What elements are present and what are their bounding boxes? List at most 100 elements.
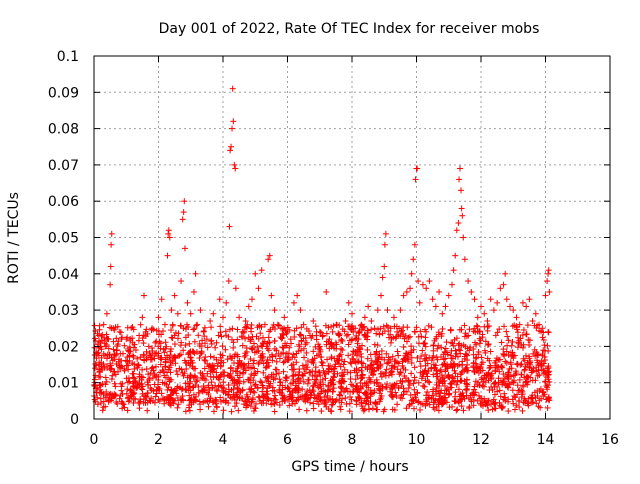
roti-point <box>149 348 156 355</box>
roti-point <box>430 352 437 359</box>
roti-point <box>355 393 362 400</box>
roti-point <box>125 379 132 386</box>
roti-point <box>260 353 267 360</box>
roti-point <box>176 352 183 359</box>
roti-point <box>154 384 161 391</box>
roti-point <box>125 398 132 405</box>
roti-peak-point <box>95 332 102 339</box>
roti-point <box>379 330 386 337</box>
roti-point <box>426 401 433 408</box>
roti-point <box>140 340 147 347</box>
roti-point <box>197 369 204 376</box>
roti-point <box>196 401 203 408</box>
roti-peak-point <box>494 299 501 306</box>
roti-point <box>333 345 340 352</box>
roti-point <box>371 389 378 396</box>
roti-point <box>528 395 535 402</box>
roti-point <box>103 378 110 385</box>
roti-point <box>415 333 422 340</box>
roti-point <box>422 377 429 384</box>
roti-point <box>291 400 298 407</box>
roti-point <box>299 371 306 378</box>
roti-point <box>310 348 317 355</box>
roti-point <box>336 378 343 385</box>
roti-point <box>392 335 399 342</box>
roti-point <box>207 353 214 360</box>
roti-point <box>126 397 133 404</box>
roti-point <box>186 397 193 404</box>
roti-point <box>433 381 440 388</box>
roti-peak-point <box>271 307 278 314</box>
roti-point <box>537 404 544 411</box>
y-tick-label: 0.08 <box>48 122 79 138</box>
roti-point <box>448 347 455 354</box>
roti-point <box>259 334 266 341</box>
roti-point <box>184 374 191 381</box>
roti-point <box>350 356 357 363</box>
roti-point <box>239 334 246 341</box>
roti-point <box>318 358 325 365</box>
roti-point <box>263 360 270 367</box>
roti-point <box>413 324 420 331</box>
roti-point <box>245 360 252 367</box>
roti-point <box>498 362 505 369</box>
roti-point <box>505 398 512 405</box>
roti-point <box>395 331 402 338</box>
roti-point <box>271 408 278 415</box>
roti-point <box>524 322 531 329</box>
roti-point <box>264 395 271 402</box>
roti-point <box>537 385 544 392</box>
roti-point <box>155 328 162 335</box>
roti-point <box>258 342 265 349</box>
roti-point <box>393 380 400 387</box>
roti-point <box>343 385 350 392</box>
roti-peak-point <box>510 307 517 314</box>
roti-point <box>442 345 449 352</box>
roti-peak-point <box>290 299 297 306</box>
roti-point <box>330 322 337 329</box>
roti-point <box>296 331 303 338</box>
roti-point <box>212 382 219 389</box>
roti-point <box>435 407 442 414</box>
roti-point <box>99 331 106 338</box>
roti-point <box>539 334 546 341</box>
roti-point <box>454 363 461 370</box>
roti-point <box>311 355 318 362</box>
roti-peak-point <box>544 278 551 285</box>
roti-point <box>496 326 503 333</box>
roti-point <box>251 389 258 396</box>
roti-point <box>134 364 141 371</box>
roti-point <box>458 369 465 376</box>
roti-point <box>506 365 513 372</box>
roti-point <box>178 323 185 330</box>
roti-point <box>376 331 383 338</box>
y-tick-label: 0.07 <box>48 158 79 174</box>
roti-point <box>308 389 315 396</box>
roti-peak-point <box>536 321 543 328</box>
roti-point <box>112 383 119 390</box>
roti-peak-point <box>197 307 204 314</box>
roti-point <box>499 381 506 388</box>
roti-peak-point <box>192 270 199 277</box>
roti-peak-point <box>532 310 539 317</box>
roti-point <box>397 377 404 384</box>
roti-point <box>303 391 310 398</box>
roti-point <box>251 349 258 356</box>
ticks-layer: 0 2 4 6 8 10 12 14 16 0 0.01 0.02 0.03 0.04 0.05 0.06 0.… <box>48 49 619 448</box>
roti-point <box>310 359 317 366</box>
roti-point <box>543 383 550 390</box>
roti-peak-point <box>365 303 372 310</box>
roti-point <box>144 407 151 414</box>
roti-peak-point <box>166 234 173 241</box>
roti-point <box>473 322 480 329</box>
roti-peak-point <box>423 285 430 292</box>
roti-point <box>539 352 546 359</box>
roti-point <box>486 357 493 364</box>
roti-point <box>461 353 468 360</box>
roti-point <box>487 372 494 379</box>
roti-peak-point <box>502 270 509 277</box>
roti-point <box>302 392 309 399</box>
roti-point <box>446 404 453 411</box>
roti-point <box>207 395 214 402</box>
roti-point <box>129 370 136 377</box>
